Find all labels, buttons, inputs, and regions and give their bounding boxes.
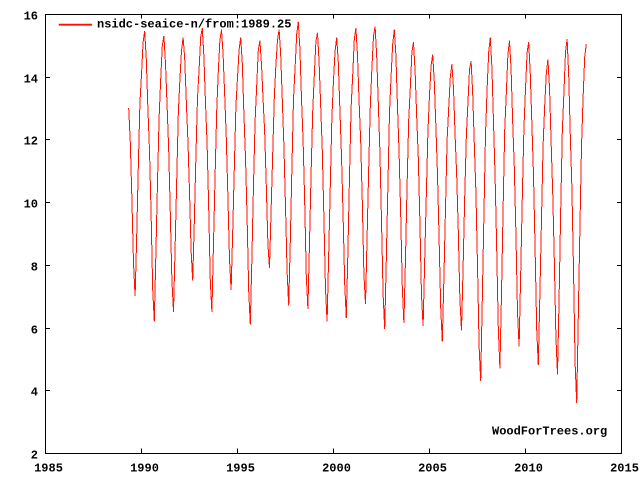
svg-text:WoodForTrees.org: WoodForTrees.org [492,424,607,438]
svg-text:1985: 1985 [34,462,63,476]
svg-text:2: 2 [31,449,38,463]
svg-text:2010: 2010 [514,462,543,476]
svg-text:10: 10 [24,198,38,212]
svg-text:nsidc-seaice-n/from:1989.25: nsidc-seaice-n/from:1989.25 [97,18,291,32]
svg-text:12: 12 [24,135,38,149]
svg-text:14: 14 [24,73,38,87]
svg-text:2015: 2015 [610,462,639,476]
svg-text:16: 16 [24,10,38,24]
svg-text:1990: 1990 [130,462,159,476]
svg-text:2005: 2005 [418,462,447,476]
svg-text:8: 8 [31,261,38,275]
svg-text:2000: 2000 [322,462,351,476]
svg-text:6: 6 [31,324,38,338]
svg-text:1995: 1995 [226,462,255,476]
svg-text:4: 4 [31,386,38,400]
